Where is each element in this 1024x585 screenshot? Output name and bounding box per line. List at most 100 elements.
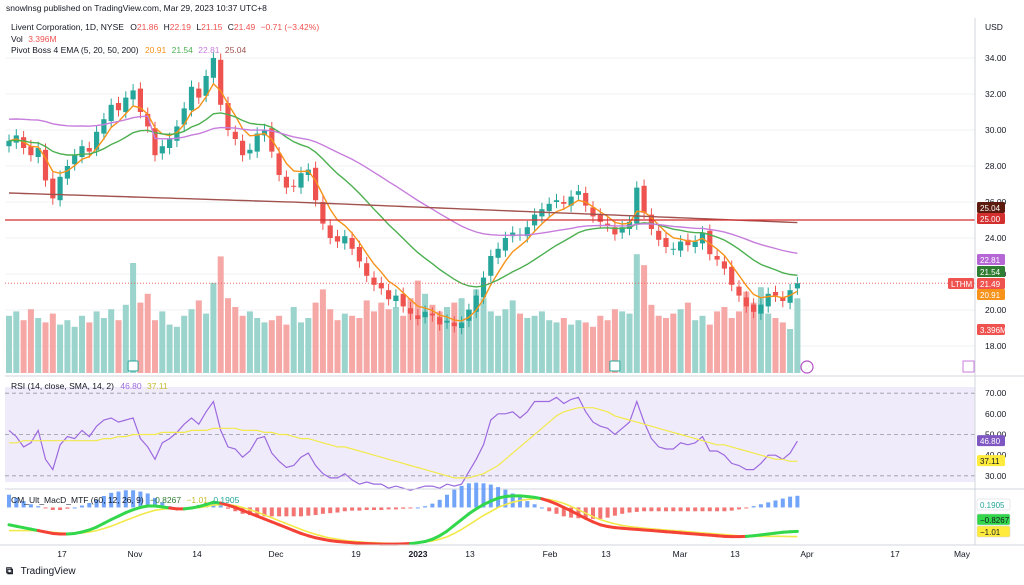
candle-body (42, 149, 49, 181)
ema-legend[interactable]: Pivot Boss 4 EMA (5, 20, 50, 200) 20.91 … (11, 45, 246, 55)
volume-bar (268, 320, 275, 373)
dividend-icon (800, 360, 814, 374)
volume-bar (327, 309, 334, 373)
volume-bar (181, 315, 188, 373)
candle-body (218, 59, 224, 105)
macd-histogram-bar (700, 507, 705, 512)
macd-histogram-bar (474, 482, 479, 508)
tradingview-icon: ⧉ (6, 566, 14, 577)
volume-bar (349, 315, 356, 373)
macd-histogram-bar (620, 507, 625, 514)
high-value: 22.19 (169, 22, 191, 32)
candle-body (334, 236, 341, 242)
macd-histogram-bar (277, 507, 282, 517)
volume-bar (356, 318, 363, 373)
volume-bar (312, 302, 319, 373)
volume-bar (509, 300, 516, 373)
candle-body (64, 166, 70, 179)
candle-body (393, 295, 399, 301)
candle-body (751, 304, 757, 312)
macd-histogram-bar (481, 483, 486, 508)
candle-body (181, 108, 187, 125)
volume-bar (298, 322, 304, 373)
volume-bar (531, 315, 538, 373)
volume-bar (626, 313, 633, 373)
macd-histogram-bar (218, 504, 223, 508)
volume-bar (86, 322, 93, 373)
time-axis[interactable]: 17 Nov 14 Dec 19 2023 13 Feb 13 Mar 13 Apr 17 May (0, 544, 1024, 559)
macd-histogram-bar (766, 502, 771, 508)
volume-bar (736, 311, 742, 373)
volume-legend[interactable]: Vol 3.396M (11, 34, 57, 44)
macd-histogram-bar (591, 507, 595, 519)
macd-pane: 0.1905 −0.8267 −1.01 (5, 482, 1024, 546)
macd-histogram-bar (415, 507, 420, 509)
macd-line-segment (445, 523, 456, 533)
macd-histogram-bar (211, 501, 216, 508)
candle-body (240, 140, 246, 156)
volume-bar (633, 254, 640, 373)
candle-body (685, 239, 691, 246)
macd-histogram-bar (350, 507, 355, 511)
candle-body (736, 286, 742, 296)
candle-body (780, 297, 786, 301)
volume-bar (108, 309, 115, 373)
macd-histogram-bar (320, 507, 325, 514)
price-tag-label: 21.54 (980, 268, 1001, 277)
volume-bar (779, 322, 786, 373)
macd-histogram-bar (576, 507, 581, 519)
volume-bar (400, 315, 407, 373)
candle-body (678, 241, 684, 251)
change-value: −0.71 (−3.42%) (260, 22, 320, 32)
macd-histogram-bar (153, 497, 157, 508)
candle-body (546, 203, 552, 211)
macd-histogram-bar (21, 501, 26, 508)
macd-legend[interactable]: CM_Ult_MacD_MTF (60, 12, 26, 9) −0.8267 … (11, 495, 239, 505)
candle-body (407, 308, 414, 314)
macd-histogram-bar (561, 507, 566, 517)
price-tag-label: 25.04 (980, 204, 1001, 213)
price-tag-box (977, 213, 1005, 224)
candle-body (364, 263, 370, 276)
volume-bar (13, 311, 20, 373)
price-tick-label: 24.00 (985, 233, 1007, 243)
candle-body (670, 248, 676, 250)
volume-bar (122, 304, 129, 373)
candle-body (35, 148, 41, 157)
symbol-legend[interactable]: Livent Corporation, 1D, NYSE O21.86 H22.… (11, 22, 319, 32)
macd-line-segment (460, 512, 471, 522)
volume-bar (392, 307, 399, 373)
volume-bar (692, 320, 699, 373)
candle-body (714, 256, 720, 260)
volume-bar (254, 318, 261, 373)
macd-histogram-bar (401, 507, 406, 509)
volume-bar (6, 315, 12, 373)
macd-histogram-bar (664, 507, 668, 512)
macd-histogram-bar (43, 507, 48, 509)
time-tick-label: May (954, 549, 971, 559)
candle-body (159, 146, 165, 154)
volume-bar (137, 302, 144, 373)
rsi-legend[interactable]: RSI (14, close, SMA, 14, 2) 46.80 37.11 (11, 381, 168, 391)
macd-histogram-bar (518, 497, 522, 508)
time-tick-label: Nov (127, 549, 143, 559)
ema5-value: 20.91 (144, 45, 167, 55)
earnings-icon (127, 360, 139, 372)
price-tags: 25.04 25.00 22.81 21.54 LTHM 21.49 20.91 3.396M (127, 202, 1007, 374)
macd-histogram-bar (28, 504, 33, 508)
volume-bar (195, 300, 202, 373)
currency-label: USD (985, 22, 1003, 32)
volume-bar (225, 298, 231, 373)
macd-histogram-bar (145, 493, 150, 508)
volume-bar (611, 309, 618, 373)
tradingview-logo[interactable]: ⧉ TradingView (6, 566, 76, 577)
candle-body (152, 128, 158, 156)
macd-tag-box (976, 498, 1011, 511)
macd-histogram-bar (313, 507, 318, 516)
macd-histogram-bar (722, 507, 727, 512)
volume-bar (385, 309, 392, 373)
ema50-line (8, 115, 798, 254)
candle-body (765, 293, 771, 307)
candle-body (597, 214, 603, 222)
